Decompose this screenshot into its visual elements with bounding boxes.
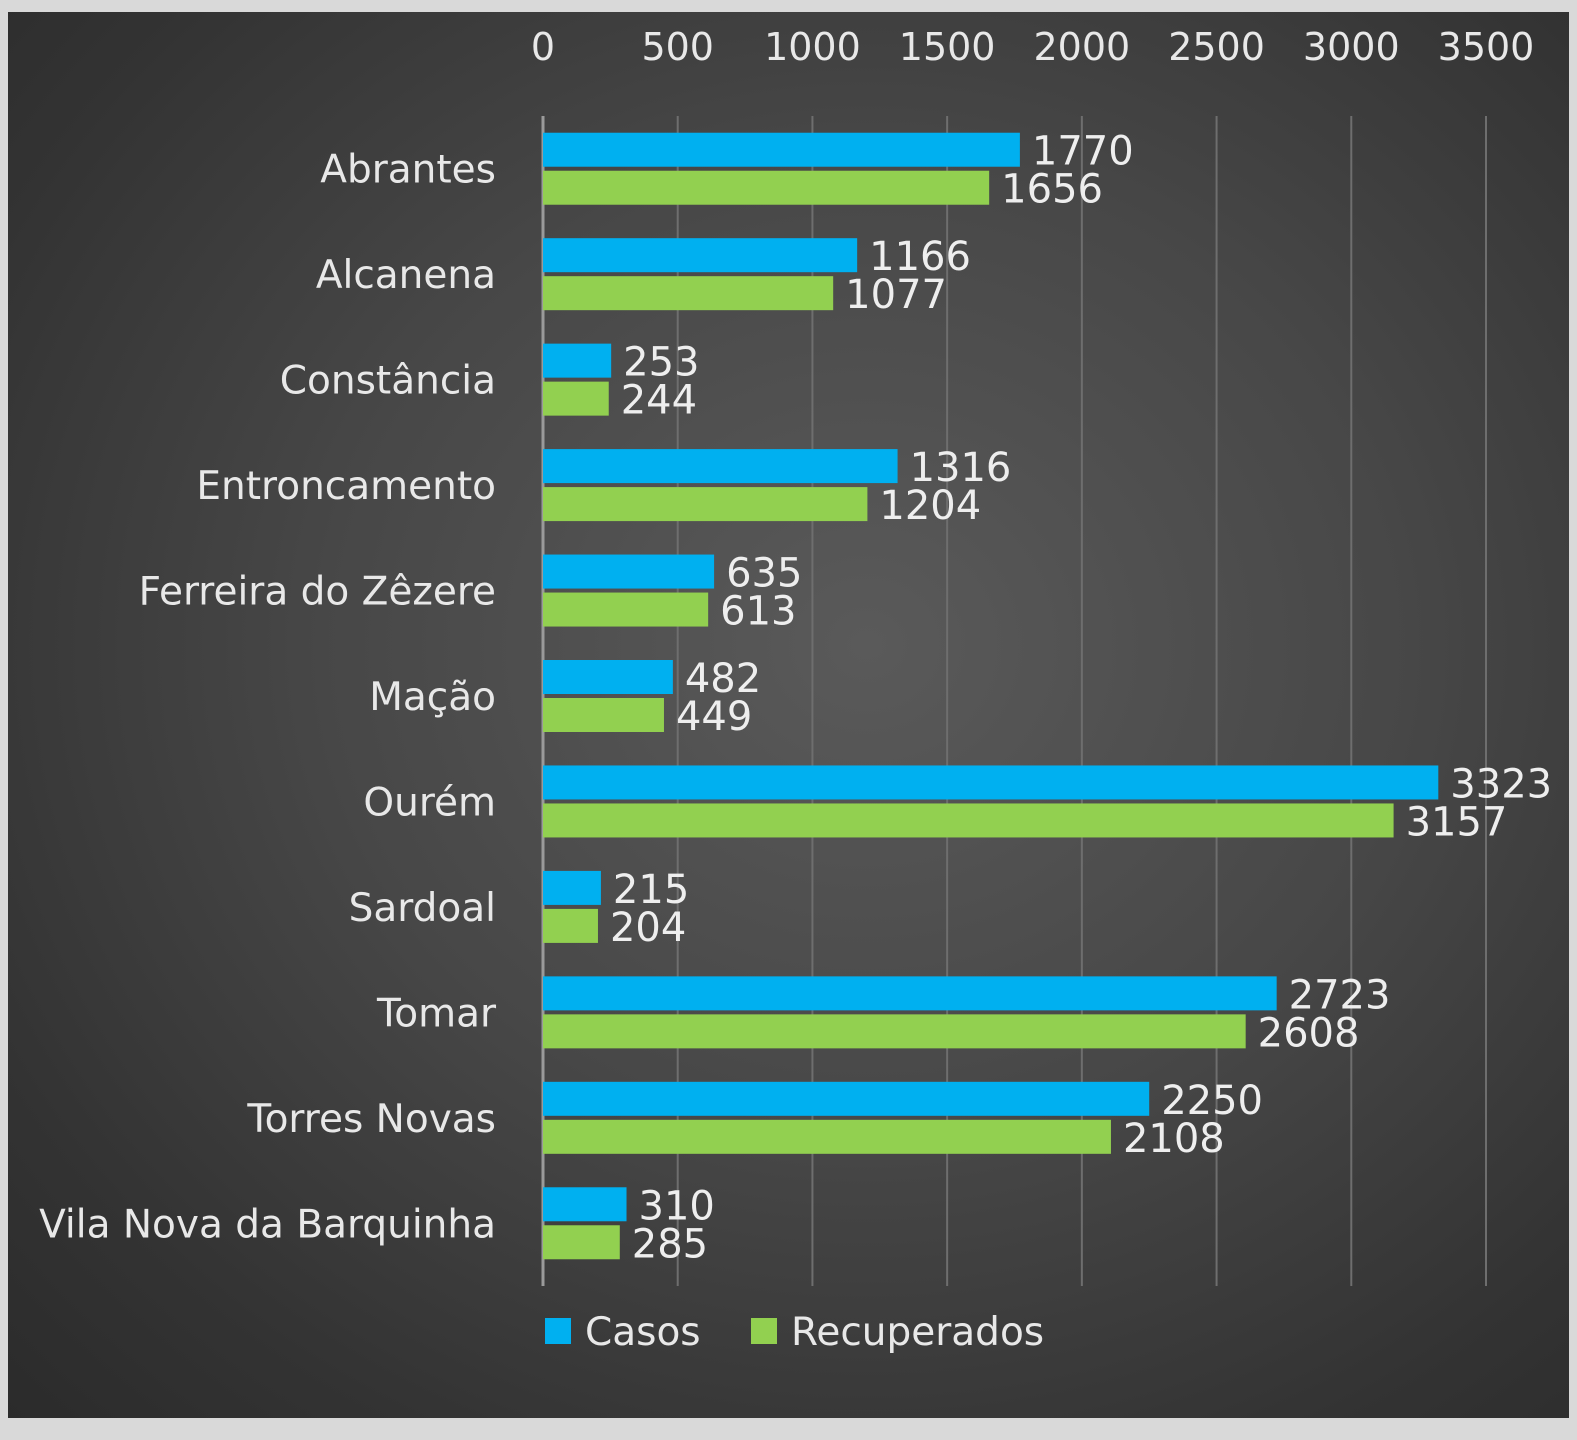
data-label-recuperados: 285 [632,1221,708,1267]
data-label-casos: 2250 [1161,1078,1263,1124]
data-label-casos: 3323 [1450,761,1552,807]
category-label: Mação [369,675,496,720]
legend: Casos Recuperados [545,1310,1044,1355]
bar-recuperados [543,803,1394,838]
data-label-casos: 2723 [1289,972,1391,1018]
category-label: Alcanena [316,253,496,298]
legend-label-recuperados: Recuperados [791,1310,1044,1355]
bar-recuperados [543,276,834,311]
legend-swatch-casos [545,1318,571,1344]
data-label-casos: 253 [623,340,699,386]
data-label-recuperados: 204 [610,905,686,951]
x-axis-ticks: 0 500 1000 1500 2000 2500 3000 3500 [531,25,1534,69]
data-label-casos: 310 [639,1183,715,1229]
data-label-recuperados: 1656 [1001,167,1103,213]
bars [543,132,1439,1260]
bar-casos [543,660,673,694]
x-tick-label: 2000 [1033,25,1130,69]
bar-recuperados [543,1119,1111,1154]
legend-swatch-recuperados [751,1318,777,1344]
x-tick-label: 500 [641,25,714,69]
bar-recuperados [543,381,609,416]
bar-casos [543,343,612,378]
category-label: Abrantes [320,148,496,193]
data-label-casos: 1166 [869,234,971,280]
x-tick-label: 3000 [1303,25,1400,69]
legend-label-casos: Casos [585,1310,701,1355]
x-tick-label: 3500 [1438,25,1535,69]
bar-casos [543,238,858,273]
data-label-recuperados: 1077 [845,272,947,318]
category-labels: Abrantes Alcanena Constância Entroncamento F… [39,148,497,1248]
data-label-casos: 482 [685,656,761,702]
data-label-casos: 1770 [1032,129,1134,175]
x-tick-label: 1000 [764,25,861,69]
data-label-recuperados: 3157 [1406,799,1508,845]
bar-casos [543,870,601,905]
data-label-recuperados: 449 [676,694,752,740]
bar-casos [543,449,898,484]
bar-recuperados [543,592,709,627]
data-label-casos: 635 [726,551,802,597]
data-label-casos: 1316 [910,445,1012,491]
bar-casos [543,132,1020,167]
bar-recuperados [543,698,664,732]
bar-casos [543,1081,1150,1116]
category-label: Tomar [376,991,497,1036]
data-label-recuperados: 2108 [1123,1116,1225,1162]
data-label-recuperados: 244 [621,378,697,424]
category-label: Ferreira do Zêzere [139,570,496,615]
bar-recuperados [543,170,990,205]
category-label: Sardoal [349,886,496,931]
bar-recuperados [543,1225,620,1260]
bar-recuperados [543,487,868,522]
bar-casos [543,765,1439,800]
x-tick-label: 2500 [1168,25,1265,69]
data-label-casos: 215 [613,867,689,913]
data-label-recuperados: 1204 [879,483,981,529]
bar-recuperados [543,908,598,943]
category-label: Constância [280,359,496,404]
bar-recuperados [543,1014,1246,1049]
x-tick-label: 0 [531,25,555,69]
bar-casos [543,1187,627,1222]
category-label: Ourém [363,780,496,825]
category-label: Entroncamento [196,464,496,509]
data-label-recuperados: 2608 [1258,1010,1360,1056]
gridlines [541,116,1487,1286]
category-label: Vila Nova da Barquinha [39,1202,496,1247]
x-tick-label: 1500 [899,25,996,69]
category-label: Torres Novas [246,1097,496,1142]
data-label-recuperados: 613 [720,589,796,635]
chart-area: 0 500 1000 1500 2000 2500 3000 3500 Abrantes Alc… [8,12,1569,1418]
bar-chart: 0 500 1000 1500 2000 2500 3000 3500 Abrantes Alc… [39,25,1552,1355]
bar-casos [543,976,1277,1011]
bar-casos [543,554,715,589]
